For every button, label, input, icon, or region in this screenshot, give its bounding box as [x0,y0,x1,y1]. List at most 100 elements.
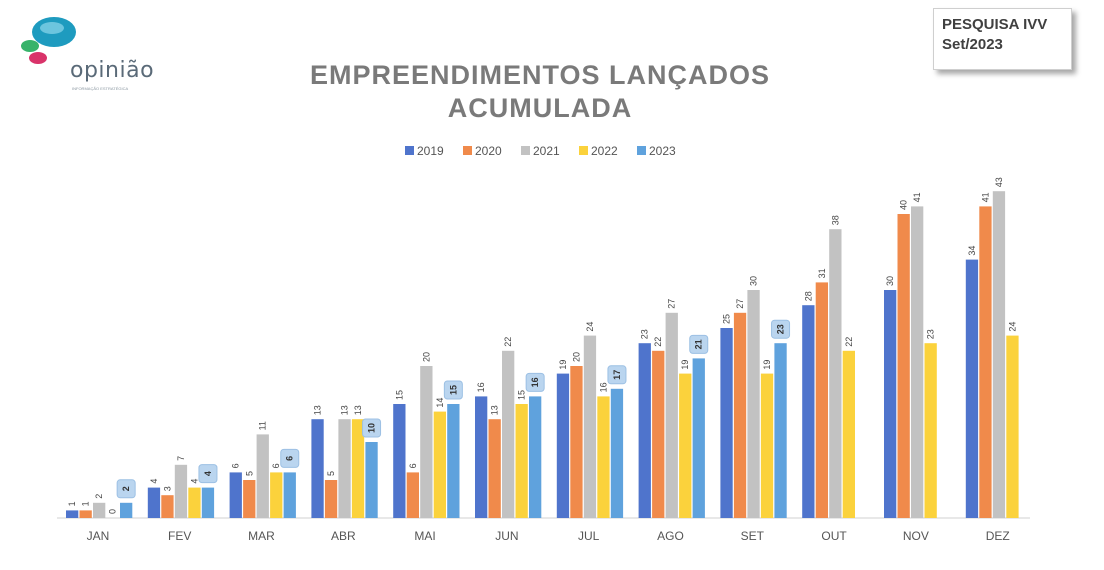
data-label-fev-2022: 4 [189,479,199,484]
x-tick-label-jul: JUL [578,529,600,543]
bar-set-2020 [733,312,747,518]
bar-ago-2023 [692,358,705,518]
data-label-jun-2023: 16 [530,377,540,387]
bar-jul-2022 [597,396,610,518]
x-tick-label-set: SET [741,529,765,543]
bar-mai-2023 [447,404,460,518]
data-label-fev-2021: 7 [176,456,186,461]
logo-highlight [40,22,64,34]
x-tick-label-mar: MAR [248,529,275,543]
bar-jun-2021 [502,350,515,518]
data-label-abr-2021: 13 [340,405,350,415]
bar-set-2021 [747,290,760,518]
bar-abr-2020 [324,480,338,518]
bar-out-2021 [829,229,842,518]
data-label-set-2020: 27 [735,299,745,309]
data-label-ago-2020: 22 [653,337,663,347]
data-callout-ago-2023 [689,334,709,354]
bar-nov-2022 [924,343,937,518]
data-label-dez-2020: 41 [980,192,990,202]
data-label-abr-2019: 13 [313,405,323,415]
data-label-out-2022: 22 [844,337,854,347]
legend-swatch-2019 [405,146,414,155]
bar-ago-2022 [679,373,692,518]
data-label-ago-2022: 19 [680,360,690,370]
data-label-mai-2021: 20 [421,352,431,362]
bar-nov-2021 [911,206,924,518]
legend-label-2023: 2023 [649,144,676,158]
bar-mai-2019 [393,404,406,518]
x-tick-label-abr: ABR [331,529,356,543]
data-label-jan-2021: 2 [94,494,104,499]
legend-swatch-2022 [579,146,588,155]
bar-fev-2023 [201,487,215,518]
bar-out-2020 [815,282,828,518]
data-label-jul-2022: 16 [598,382,608,392]
logo-mark [21,17,76,64]
legend-label-2022: 2022 [591,144,618,158]
legend-label-2019: 2019 [417,144,444,158]
bar-set-2023 [774,343,787,518]
x-tick-label-nov: NOV [903,529,929,543]
bar-jan-2021 [93,502,106,518]
x-tick-label-jan: JAN [87,529,110,543]
data-label-nov-2020: 40 [899,200,909,210]
x-tick-label-dez: DEZ [986,529,1010,543]
legend-swatch-2020 [463,146,472,155]
bar-nov-2019 [884,290,897,518]
bar-jan-2023 [120,502,133,518]
data-label-jul-2019: 19 [558,360,568,370]
data-label-mar-2023: 6 [285,456,295,461]
data-label-fev-2023: 4 [203,471,213,476]
data-label-out-2020: 31 [817,268,827,278]
data-label-jan-2020: 1 [81,501,91,506]
data-label-set-2022: 19 [762,360,772,370]
data-label-dez-2022: 24 [1007,322,1017,332]
bar-abr-2023 [365,442,378,518]
data-callout-abr-2023 [362,418,382,438]
data-label-mar-2021: 11 [258,421,268,430]
data-callout-fev-2023 [198,464,218,484]
logo-green-shape [21,40,39,52]
logo-pink-shape [29,52,47,64]
bar-out-2022 [842,350,855,518]
bar-mai-2022 [433,411,446,518]
bar-jul-2021 [583,335,597,518]
x-tick-label-mai: MAI [414,529,435,543]
bar-abr-2019 [311,419,324,518]
survey-stamp: PESQUISA IVV Set/2023 [933,8,1072,70]
bar-dez-2020 [979,206,992,518]
bar-mar-2023 [283,472,296,518]
data-label-jun-2022: 15 [517,390,527,400]
data-label-out-2019: 28 [803,291,813,301]
bar-abr-2021 [338,419,351,518]
data-label-ago-2021: 27 [667,299,677,309]
legend-swatch-2023 [637,146,646,155]
stamp-line-2: Set/2023 [942,36,1003,53]
data-label-mai-2020: 6 [408,463,418,468]
data-label-jun-2021: 22 [503,337,513,347]
bar-set-2022 [760,373,774,518]
bar-mai-2021 [420,366,433,518]
bar-mar-2021 [256,434,269,518]
data-label-jan-2022: 0 [108,509,118,514]
data-label-fev-2019: 4 [149,479,159,484]
data-label-mar-2020: 5 [244,471,254,476]
x-tick-label-ago: AGO [657,529,684,543]
bar-dez-2021 [992,191,1006,518]
data-label-abr-2022: 13 [353,405,363,415]
data-label-out-2021: 38 [830,215,840,225]
bar-fev-2019 [147,487,161,518]
x-tick-label-out: OUT [821,529,847,543]
data-label-fev-2020: 3 [162,486,172,491]
data-label-jun-2020: 13 [490,405,500,415]
data-label-mar-2019: 6 [231,463,241,468]
data-label-jul-2023: 17 [612,370,622,380]
data-label-nov-2021: 41 [912,192,922,202]
bar-abr-2022 [351,419,365,518]
data-label-mai-2022: 14 [435,398,445,408]
data-label-dez-2019: 34 [967,246,977,256]
data-label-ago-2019: 23 [640,329,650,339]
bar-fev-2022 [188,487,201,518]
